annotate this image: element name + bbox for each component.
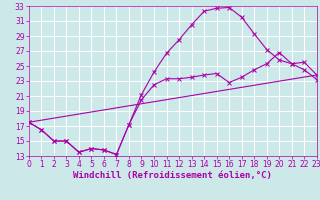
X-axis label: Windchill (Refroidissement éolien,°C): Windchill (Refroidissement éolien,°C) (73, 171, 272, 180)
